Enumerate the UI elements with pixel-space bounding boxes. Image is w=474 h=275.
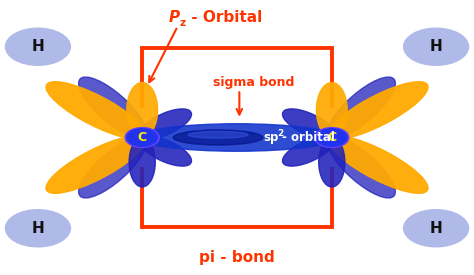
Ellipse shape [79,137,146,198]
Circle shape [5,209,71,248]
Text: H: H [430,39,442,54]
Text: z: z [179,18,185,28]
Ellipse shape [316,82,347,138]
Text: C: C [327,131,337,144]
Ellipse shape [283,136,334,166]
Text: - Orbital: - Orbital [186,10,263,25]
Text: 2: 2 [277,130,283,138]
Ellipse shape [46,136,145,193]
Circle shape [125,128,159,147]
Text: pi - bond: pi - bond [199,250,275,265]
Ellipse shape [140,136,191,166]
Circle shape [403,209,469,248]
Ellipse shape [140,109,191,139]
Ellipse shape [319,138,345,187]
Ellipse shape [79,77,146,138]
Ellipse shape [283,109,334,139]
Ellipse shape [329,136,428,193]
Ellipse shape [137,124,337,151]
Text: sp: sp [263,131,278,144]
Ellipse shape [188,131,248,138]
Ellipse shape [129,138,155,187]
Circle shape [403,28,469,66]
Ellipse shape [127,82,157,138]
Text: - orbital: - orbital [282,131,335,144]
Circle shape [317,129,347,146]
Text: H: H [32,39,44,54]
Text: sigma bond: sigma bond [213,76,294,89]
Ellipse shape [46,82,145,139]
Ellipse shape [329,82,428,139]
Circle shape [315,128,349,147]
Ellipse shape [328,77,395,138]
Circle shape [5,28,71,66]
Text: C: C [137,131,147,144]
Circle shape [127,129,157,146]
Text: H: H [430,221,442,236]
Text: P: P [168,10,179,25]
Ellipse shape [173,130,263,145]
Ellipse shape [328,137,395,198]
Text: H: H [32,221,44,236]
